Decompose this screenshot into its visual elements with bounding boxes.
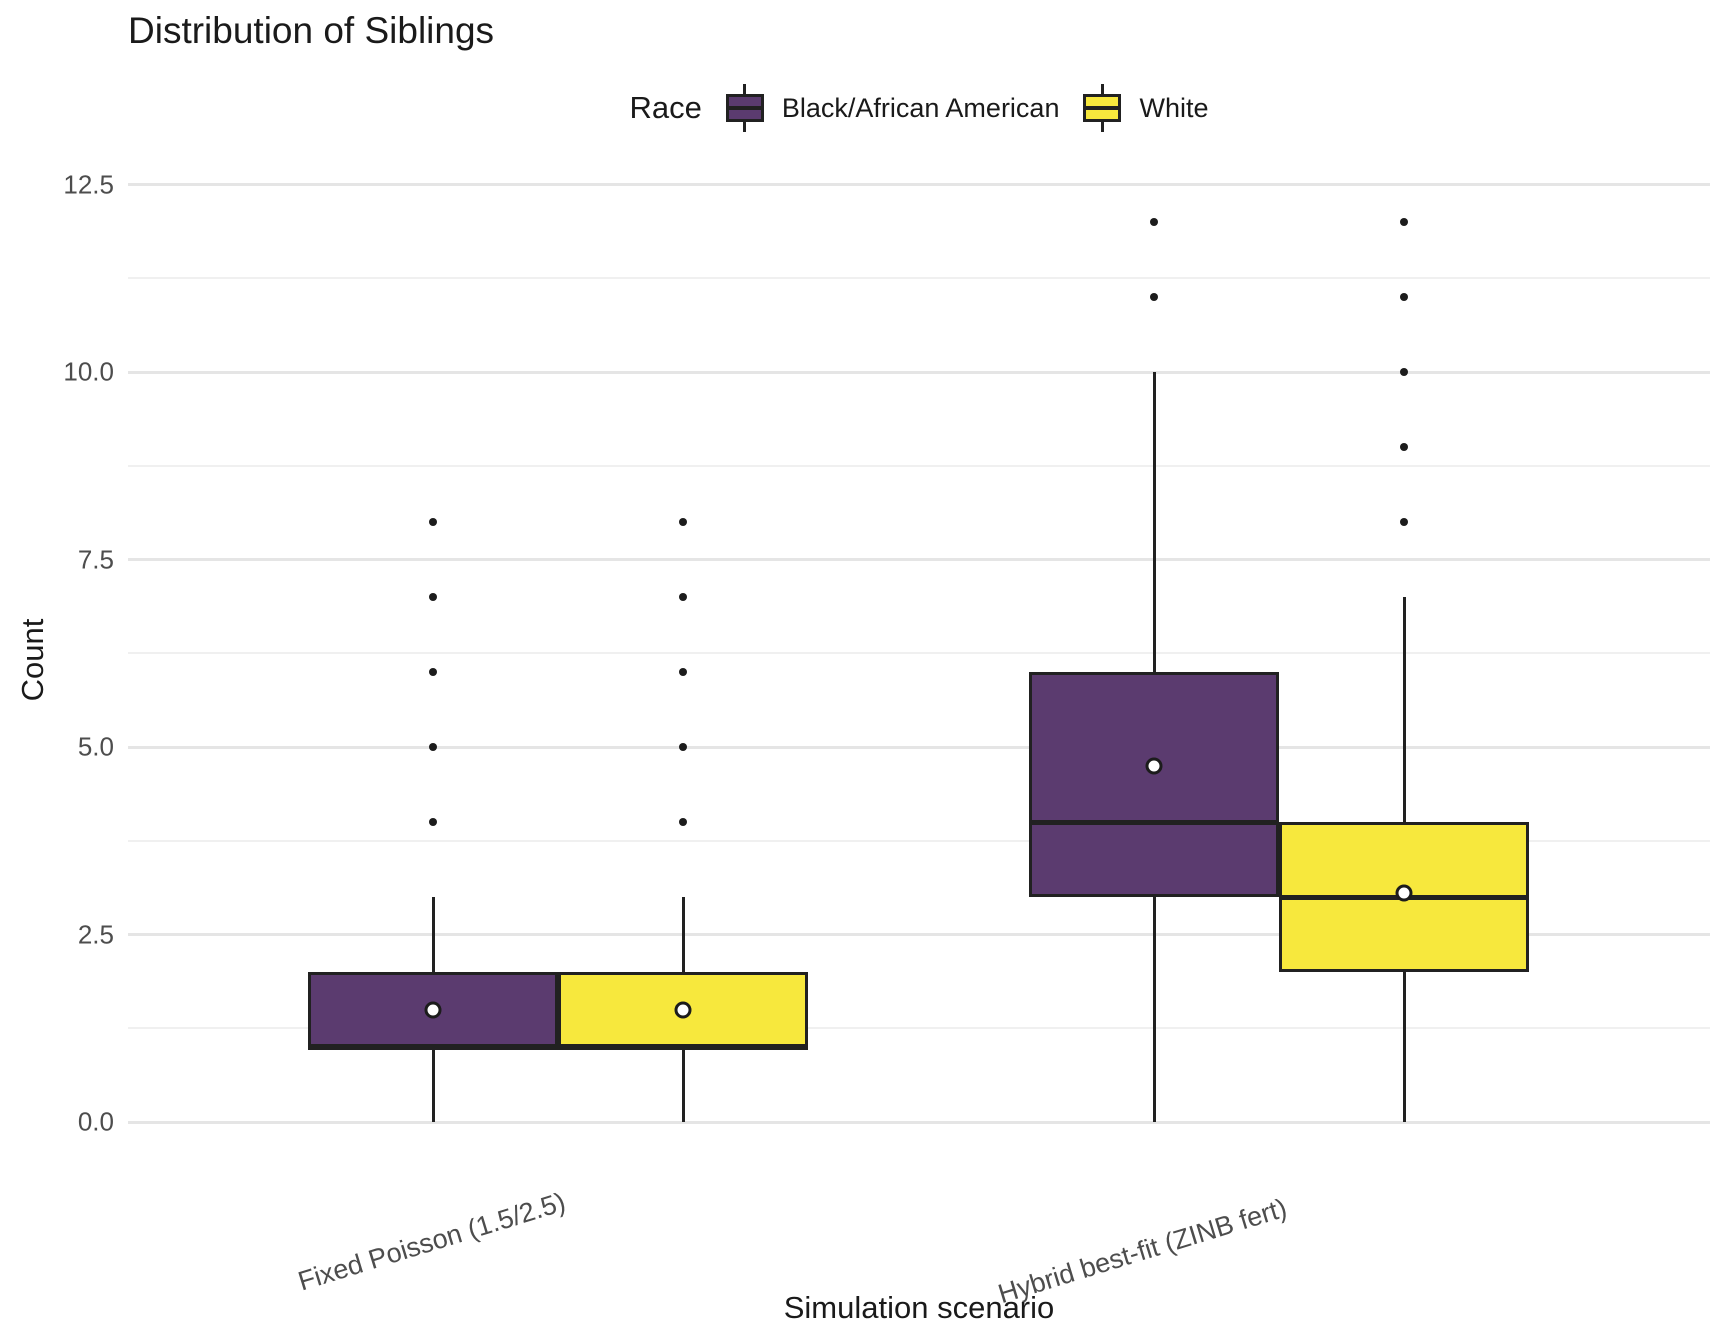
gridline-minor [128, 464, 1710, 467]
whisker-lower [1152, 897, 1156, 1122]
median-line [1029, 819, 1279, 825]
mean-point [674, 1001, 692, 1018]
whisker-lower [681, 1047, 685, 1122]
mean-point [1395, 884, 1413, 902]
boxplot-key-icon [1083, 84, 1122, 132]
legend: Race Black/African American White [128, 84, 1710, 132]
outlier-point [679, 668, 687, 676]
median-line [558, 1044, 808, 1050]
legend-title: Race [629, 90, 702, 125]
outlier-point [429, 593, 437, 601]
outlier-point [1400, 443, 1408, 451]
key-median-line [1083, 106, 1122, 110]
gridline-minor [128, 839, 1710, 842]
whisker-upper [681, 897, 685, 972]
gridline-minor [128, 277, 1710, 280]
mean-point [424, 1001, 442, 1018]
legend-label: Black/African American [781, 92, 1060, 123]
outlier-point [679, 818, 687, 826]
gridline-minor [128, 1027, 1710, 1030]
whisker-lower [1402, 972, 1406, 1122]
gridline-major [128, 558, 1710, 561]
gridline-major [128, 1120, 1710, 1124]
outlier-point [1150, 293, 1158, 301]
y-tick-label: 0.0 [77, 1106, 114, 1137]
outlier-point [1400, 218, 1408, 226]
median-line [308, 1044, 558, 1050]
legend-item-black-african-american: Black/African American [725, 84, 1060, 132]
gridline-major [128, 745, 1710, 749]
outlier-point [1400, 368, 1408, 376]
y-tick-label: 5.0 [77, 731, 114, 762]
y-tick-label: 7.5 [77, 544, 114, 574]
gridline-major [128, 370, 1710, 374]
outlier-point [679, 518, 687, 526]
legend-label: White [1139, 92, 1209, 123]
outlier-point [679, 593, 687, 601]
whisker-upper [431, 897, 435, 972]
mean-point [1145, 757, 1163, 775]
whisker-upper [1402, 597, 1406, 822]
whisker-lower [431, 1047, 435, 1122]
key-median-line [725, 106, 764, 110]
outlier-point [429, 518, 437, 526]
whisker-upper [1152, 372, 1156, 672]
y-tick-label: 10.0 [63, 356, 114, 387]
outlier-point [429, 818, 437, 826]
outlier-point [1400, 518, 1408, 526]
gridline-major [128, 933, 1710, 936]
y-tick-label: 2.5 [77, 919, 114, 949]
gridline-major [128, 183, 1710, 186]
chart-title: Distribution of Siblings [128, 10, 495, 51]
box-black-african-american [1029, 672, 1279, 897]
outlier-point [429, 743, 437, 751]
outlier-point [1400, 293, 1408, 301]
outlier-point [679, 743, 687, 751]
legend-item-white: White [1083, 84, 1209, 132]
outlier-point [1150, 218, 1158, 226]
x-tick-label-fixed-poisson: Fixed Poisson (1.5/2.5) [294, 1186, 570, 1297]
outlier-point [429, 668, 437, 676]
boxplot-key-icon [725, 84, 764, 132]
x-axis-title: Simulation scenario [783, 1290, 1055, 1325]
y-tick-label: 12.5 [63, 169, 114, 199]
gridline-minor [128, 652, 1710, 655]
